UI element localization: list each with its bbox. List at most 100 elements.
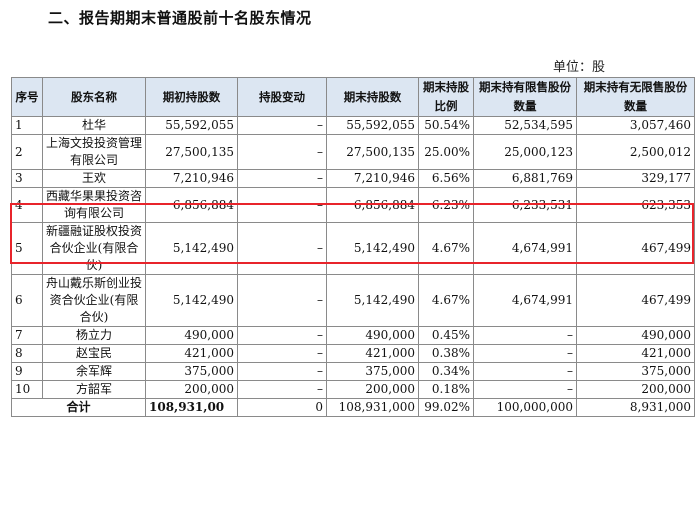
col-header-end: 期末持股数 bbox=[326, 77, 419, 117]
cell-name: 上海文投投资管理有限公司 bbox=[42, 134, 146, 170]
cell-ratio: 0.18% bbox=[418, 380, 474, 399]
cell-ratio: 4.67% bbox=[418, 274, 474, 327]
cell-ratio: 50.54% bbox=[418, 116, 474, 135]
cell-change: – bbox=[237, 169, 327, 188]
table-row: 9 余军辉 375,000–375,000 0.34% –375,000 bbox=[11, 362, 695, 381]
cell-change: – bbox=[237, 362, 327, 381]
cell-end: 5,142,490 bbox=[326, 222, 419, 275]
cell-begin: 375,000 bbox=[145, 362, 238, 381]
cell-end: 375,000 bbox=[326, 362, 419, 381]
shareholder-table: 序号 股东名称 期初持股数 持股变动 期末持股数 期末持股比例 期末持有限售股份… bbox=[11, 77, 695, 417]
cell-unrestricted: 490,000 bbox=[576, 326, 695, 345]
cell-ratio: 0.45% bbox=[418, 326, 474, 345]
col-header-change: 持股变动 bbox=[237, 77, 327, 117]
table-row: 10 方韶军 200,000–200,000 0.18% –200,000 bbox=[11, 380, 695, 399]
cell-restricted: – bbox=[473, 380, 577, 399]
total-end: 108,931,000 bbox=[326, 398, 419, 417]
table-row: 8 赵宝民 421,000–421,000 0.38% –421,000 bbox=[11, 344, 695, 363]
col-header-ratio: 期末持股比例 bbox=[418, 77, 474, 117]
cell-ratio: 0.38% bbox=[418, 344, 474, 363]
cell-no: 6 bbox=[11, 274, 43, 327]
cell-begin: 5,142,490 bbox=[145, 222, 238, 275]
cell-change: – bbox=[237, 222, 327, 275]
cell-end: 6,856,884 bbox=[326, 187, 419, 223]
table-row: 2 上海文投投资管理有限公司 27,500,135–27,500,135 25.00%… bbox=[11, 134, 695, 170]
section-title: 二、报告期期末普通股前十名股东情况 bbox=[48, 9, 312, 27]
cell-end: 5,142,490 bbox=[326, 274, 419, 327]
cell-restricted: 52,534,595 bbox=[473, 116, 577, 135]
cell-restricted: 6,233,531 bbox=[473, 187, 577, 223]
total-row: 合计 108,931,00 0 108,931,000 99.02% 100,000,00… bbox=[11, 398, 695, 417]
cell-unrestricted: 467,499 bbox=[576, 274, 695, 327]
cell-change: – bbox=[237, 326, 327, 345]
cell-ratio: 6.23% bbox=[418, 187, 474, 223]
cell-restricted: 6,881,769 bbox=[473, 169, 577, 188]
cell-end: 55,592,055 bbox=[326, 116, 419, 135]
cell-restricted: – bbox=[473, 326, 577, 345]
table-row: 3 王欢 7,210,946–7,210,946 6.56% 6,881,769 329,… bbox=[11, 169, 695, 188]
col-header-begin: 期初持股数 bbox=[145, 77, 238, 117]
cell-unrestricted: 421,000 bbox=[576, 344, 695, 363]
cell-begin: 421,000 bbox=[145, 344, 238, 363]
cell-unrestricted: 200,000 bbox=[576, 380, 695, 399]
cell-name: 新疆融证股权投资合伙企业(有限合伙) bbox=[42, 222, 146, 275]
cell-begin: 55,592,055 bbox=[145, 116, 238, 135]
cell-no: 10 bbox=[11, 380, 43, 399]
cell-no: 5 bbox=[11, 222, 43, 275]
cell-unrestricted: 329,177 bbox=[576, 169, 695, 188]
cell-begin: 5,142,490 bbox=[145, 274, 238, 327]
cell-ratio: 25.00% bbox=[418, 134, 474, 170]
cell-ratio: 0.34% bbox=[418, 362, 474, 381]
cell-no: 2 bbox=[11, 134, 43, 170]
cell-end: 490,000 bbox=[326, 326, 419, 345]
cell-begin: 6,856,884 bbox=[145, 187, 238, 223]
cell-change: – bbox=[237, 116, 327, 135]
cell-begin: 27,500,135 bbox=[145, 134, 238, 170]
cell-begin: 7,210,946 bbox=[145, 169, 238, 188]
cell-name: 舟山戴乐斯创业投资合伙企业(有限合伙) bbox=[42, 274, 146, 327]
cell-ratio: 4.67% bbox=[418, 222, 474, 275]
total-begin: 108,931,00 bbox=[145, 398, 238, 417]
total-ratio: 99.02% bbox=[418, 398, 474, 417]
cell-restricted: 4,674,991 bbox=[473, 222, 577, 275]
table-row: 4 西藏华果果投资咨询有限公司 6,856,884–6,856,884 6.23% 6,… bbox=[11, 187, 695, 223]
cell-change: – bbox=[237, 380, 327, 399]
cell-no: 3 bbox=[11, 169, 43, 188]
table-header-row: 序号 股东名称 期初持股数 持股变动 期末持股数 期末持股比例 期末持有限售股份… bbox=[11, 77, 695, 117]
cell-ratio: 6.56% bbox=[418, 169, 474, 188]
cell-name: 西藏华果果投资咨询有限公司 bbox=[42, 187, 146, 223]
total-label: 合计 bbox=[11, 398, 146, 417]
cell-begin: 200,000 bbox=[145, 380, 238, 399]
cell-no: 9 bbox=[11, 362, 43, 381]
cell-end: 200,000 bbox=[326, 380, 419, 399]
col-header-no: 序号 bbox=[11, 77, 43, 117]
cell-no: 1 bbox=[11, 116, 43, 135]
col-header-unrestricted: 期末持有无限售股份数量 bbox=[576, 77, 695, 117]
cell-restricted: 25,000,123 bbox=[473, 134, 577, 170]
cell-unrestricted: 467,499 bbox=[576, 222, 695, 275]
cell-end: 421,000 bbox=[326, 344, 419, 363]
cell-no: 8 bbox=[11, 344, 43, 363]
col-header-restricted: 期末持有限售股份数量 bbox=[473, 77, 577, 117]
cell-unrestricted: 375,000 bbox=[576, 362, 695, 381]
cell-begin: 490,000 bbox=[145, 326, 238, 345]
cell-restricted: 4,674,991 bbox=[473, 274, 577, 327]
cell-name: 方韶军 bbox=[42, 380, 146, 399]
total-restricted: 100,000,000 bbox=[473, 398, 577, 417]
total-change: 0 bbox=[237, 398, 327, 417]
cell-end: 27,500,135 bbox=[326, 134, 419, 170]
col-header-name: 股东名称 bbox=[42, 77, 146, 117]
cell-name: 杜华 bbox=[42, 116, 146, 135]
cell-no: 7 bbox=[11, 326, 43, 345]
cell-name: 王欢 bbox=[42, 169, 146, 188]
cell-restricted: – bbox=[473, 362, 577, 381]
cell-change: – bbox=[237, 344, 327, 363]
table-row: 6 舟山戴乐斯创业投资合伙企业(有限合伙) 5,142,490–5,142,490 4… bbox=[11, 274, 695, 327]
table-row: 7 杨立力 490,000–490,000 0.45% –490,000 bbox=[11, 326, 695, 345]
table-row: 1 杜华 55,592,055–55,592,055 50.54% 52,534,595… bbox=[11, 116, 695, 135]
cell-name: 杨立力 bbox=[42, 326, 146, 345]
cell-unrestricted: 2,500,012 bbox=[576, 134, 695, 170]
table-row: 5 新疆融证股权投资合伙企业(有限合伙) 5,142,490–5,142,490 4.… bbox=[11, 222, 695, 275]
cell-name: 赵宝民 bbox=[42, 344, 146, 363]
cell-unrestricted: 3,057,460 bbox=[576, 116, 695, 135]
